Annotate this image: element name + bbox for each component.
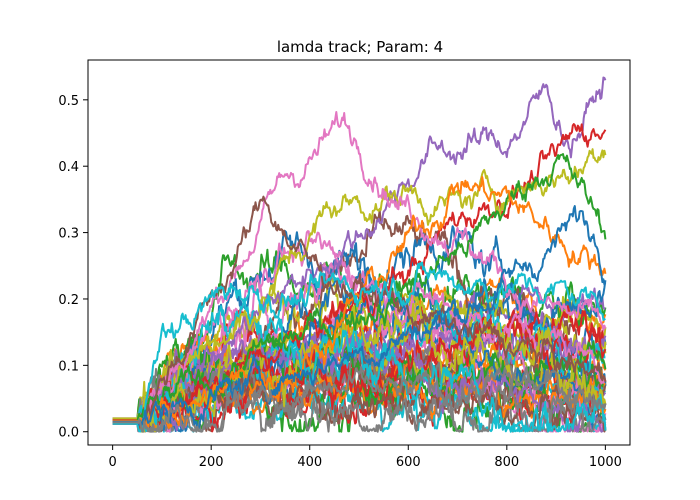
series-layer bbox=[112, 76, 607, 433]
series-line bbox=[112, 111, 607, 424]
series-line bbox=[112, 366, 607, 433]
series-line bbox=[112, 205, 607, 430]
y-tick-label: 0.2 bbox=[58, 293, 79, 308]
walk-line bbox=[112, 373, 607, 433]
y-tick-label: 0.4 bbox=[58, 160, 79, 175]
y-tick-label: 0.1 bbox=[58, 359, 79, 374]
x-tick-label: 200 bbox=[199, 455, 224, 470]
series-line bbox=[112, 195, 607, 433]
series-line bbox=[112, 153, 607, 424]
walk-line bbox=[112, 225, 607, 433]
x-tick-label: 400 bbox=[297, 455, 322, 470]
y-tick-label: 0.3 bbox=[58, 227, 79, 242]
walk-line bbox=[112, 299, 607, 433]
x-tick-label: 600 bbox=[396, 455, 421, 470]
x-axis: 0 200 400 600 800 1000 bbox=[108, 445, 622, 470]
walk-line bbox=[112, 303, 607, 433]
series-line bbox=[112, 261, 606, 433]
plot-frame bbox=[87, 59, 631, 446]
chart-title: lamda track; Param: 4 bbox=[277, 38, 443, 56]
series-line bbox=[112, 176, 607, 430]
series-line bbox=[112, 148, 607, 433]
y-tick-label: 0.5 bbox=[58, 94, 79, 109]
y-axis: 0.0 0.1 0.2 0.3 0.4 0.5 bbox=[58, 94, 88, 441]
x-tick-label: 1000 bbox=[589, 455, 622, 470]
x-tick-label: 0 bbox=[108, 455, 116, 470]
y-tick-label: 0.0 bbox=[58, 426, 79, 441]
x-tick-label: 800 bbox=[494, 455, 519, 470]
